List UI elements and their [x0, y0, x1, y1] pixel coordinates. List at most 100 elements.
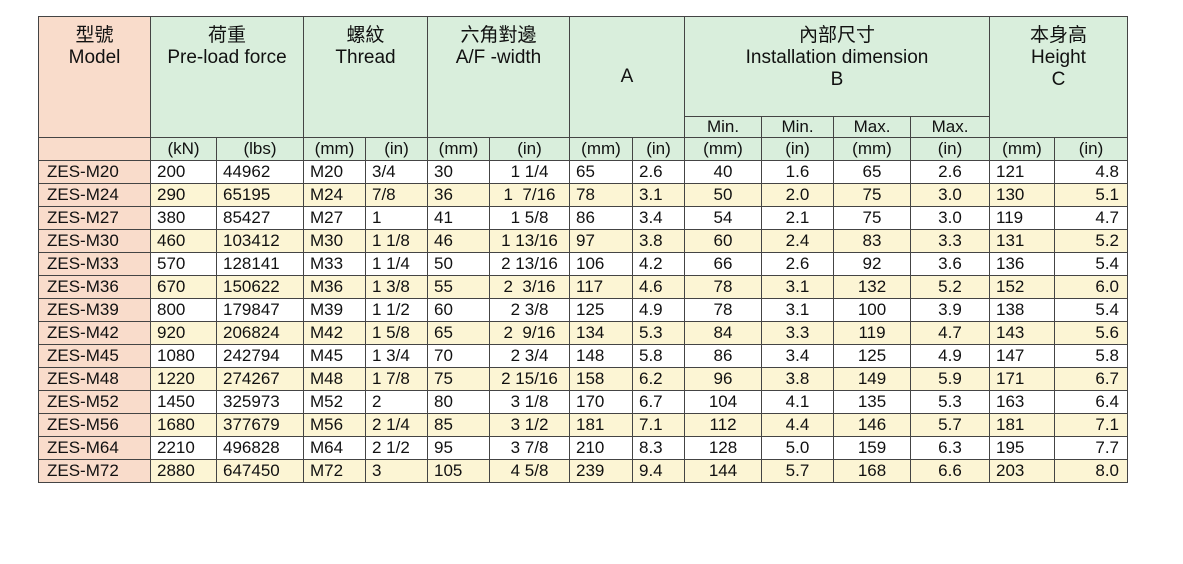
table-row: ZES-M45 1080 242794 M45 1 3/4 70 2 3/4 148 5.8 86…	[38, 344, 1128, 368]
cell-a-mm: 134	[569, 321, 633, 345]
table-row: ZES-M64 2210 496828 M64 2 1/2 95 3 7/8 210 8.3 12…	[38, 436, 1128, 460]
cell-b-min-in: 2.6	[761, 252, 834, 276]
cell-load-lbs: 325973	[216, 390, 304, 414]
cell-thread-mm: M33	[303, 252, 366, 276]
thread-header-en: Thread	[335, 47, 396, 68]
cell-model: ZES-M52	[38, 390, 151, 414]
cell-c-in: 7.7	[1054, 436, 1128, 460]
a-header-label: A	[620, 66, 634, 87]
install-header: 內部尺寸 Installation dimension B	[684, 16, 990, 117]
cell-thread-in: 2 1/4	[365, 413, 428, 437]
cell-thread-in: 1	[365, 206, 428, 230]
install-sub-3: Max.	[833, 116, 911, 138]
cell-b-max-mm: 125	[833, 344, 911, 368]
cell-thread-mm: M52	[303, 390, 366, 414]
cell-b-min-in: 1.6	[761, 160, 834, 184]
cell-b-min-mm: 60	[684, 229, 762, 253]
cell-hex-in: 1 7/16	[489, 183, 570, 207]
cell-load-lbs: 496828	[216, 436, 304, 460]
cell-c-mm: 147	[989, 344, 1055, 368]
cell-load-lbs: 65195	[216, 183, 304, 207]
cell-b-max-in: 4.7	[910, 321, 990, 345]
thread-header-zh: 螺紋	[346, 25, 385, 46]
cell-b-max-mm: 92	[833, 252, 911, 276]
cell-hex-mm: 36	[427, 183, 490, 207]
height-header-c: C	[1051, 69, 1066, 90]
cell-thread-mm: M72	[303, 459, 366, 483]
table-row: ZES-M20 200 44962 M20 3/4 30 1 1/4 65 2.6 40 1.6 65…	[38, 160, 1128, 184]
cell-a-mm: 148	[569, 344, 633, 368]
table-row: ZES-M27 380 85427 M27 1 41 1 5/8 86 3.4 54 2.1 75 3.…	[38, 206, 1128, 230]
table-row: ZES-M36 670 150622 M36 1 3/8 55 2 3/16 117 4.6 78…	[38, 275, 1128, 299]
cell-b-max-in: 3.3	[910, 229, 990, 253]
cell-b-max-mm: 146	[833, 413, 911, 437]
cell-hex-in: 3 1/2	[489, 413, 570, 437]
table-row: ZES-M39 800 179847 M39 1 1/2 60 2 3/8 125 4.9 78 3…	[38, 298, 1128, 322]
cell-a-mm: 181	[569, 413, 633, 437]
cell-c-mm: 136	[989, 252, 1055, 276]
cell-load-lbs: 128141	[216, 252, 304, 276]
cell-load-lbs: 103412	[216, 229, 304, 253]
cell-thread-in: 3	[365, 459, 428, 483]
cell-b-max-mm: 100	[833, 298, 911, 322]
cell-b-max-in: 2.6	[910, 160, 990, 184]
table-row: ZES-M56 1680 377679 M56 2 1/4 85 3 1/2 181 7.1 11…	[38, 413, 1128, 437]
cell-model: ZES-M20	[38, 160, 151, 184]
cell-b-max-mm: 75	[833, 206, 911, 230]
cell-b-max-mm: 149	[833, 367, 911, 391]
cell-a-mm: 158	[569, 367, 633, 391]
cell-b-min-in: 5.7	[761, 459, 834, 483]
cell-load-lbs: 206824	[216, 321, 304, 345]
cell-model: ZES-M64	[38, 436, 151, 460]
load-header-en: Pre-load force	[167, 47, 287, 68]
cell-hex-mm: 65	[427, 321, 490, 345]
cell-b-min-mm: 78	[684, 298, 762, 322]
cell-hex-in: 1 5/8	[489, 206, 570, 230]
unit-b-min-in: (in)	[761, 137, 834, 161]
unit-thread-mm: (mm)	[303, 137, 366, 161]
cell-a-in: 7.1	[632, 413, 685, 437]
cell-a-mm: 65	[569, 160, 633, 184]
cell-model: ZES-M72	[38, 459, 151, 483]
install-header-b: B	[830, 69, 844, 90]
cell-c-in: 4.7	[1054, 206, 1128, 230]
cell-model: ZES-M48	[38, 367, 151, 391]
cell-hex-mm: 105	[427, 459, 490, 483]
cell-b-min-mm: 54	[684, 206, 762, 230]
cell-load-kn: 2210	[150, 436, 217, 460]
cell-b-min-in: 4.1	[761, 390, 834, 414]
unit-thread-in: (in)	[365, 137, 428, 161]
cell-b-min-mm: 84	[684, 321, 762, 345]
cell-load-kn: 290	[150, 183, 217, 207]
cell-b-max-mm: 132	[833, 275, 911, 299]
cell-a-mm: 106	[569, 252, 633, 276]
cell-c-in: 5.4	[1054, 252, 1128, 276]
cell-hex-mm: 41	[427, 206, 490, 230]
cell-c-mm: 143	[989, 321, 1055, 345]
install-sub-4: Max.	[910, 116, 990, 138]
height-header-en: Height	[1031, 47, 1086, 68]
cell-hex-in: 4 5/8	[489, 459, 570, 483]
cell-load-kn: 570	[150, 252, 217, 276]
cell-thread-in: 1 7/8	[365, 367, 428, 391]
cell-model: ZES-M39	[38, 298, 151, 322]
cell-hex-mm: 70	[427, 344, 490, 368]
cell-hex-mm: 85	[427, 413, 490, 437]
cell-b-max-mm: 65	[833, 160, 911, 184]
cell-b-max-in: 3.6	[910, 252, 990, 276]
cell-thread-mm: M24	[303, 183, 366, 207]
cell-thread-mm: M30	[303, 229, 366, 253]
cell-c-mm: 171	[989, 367, 1055, 391]
table-body: ZES-M20 200 44962 M20 3/4 30 1 1/4 65 2.6 40 1.6 65…	[38, 160, 1128, 483]
cell-a-in: 4.2	[632, 252, 685, 276]
cell-thread-in: 3/4	[365, 160, 428, 184]
cell-load-lbs: 242794	[216, 344, 304, 368]
cell-c-mm: 119	[989, 206, 1055, 230]
cell-a-mm: 125	[569, 298, 633, 322]
cell-hex-mm: 30	[427, 160, 490, 184]
cell-a-mm: 86	[569, 206, 633, 230]
cell-b-min-mm: 144	[684, 459, 762, 483]
table-row: ZES-M30 460 103412 M30 1 1/8 46 1 13/16 97 3.8 60…	[38, 229, 1128, 253]
cell-c-in: 6.7	[1054, 367, 1128, 391]
thread-header: 螺紋 Thread	[303, 16, 428, 138]
